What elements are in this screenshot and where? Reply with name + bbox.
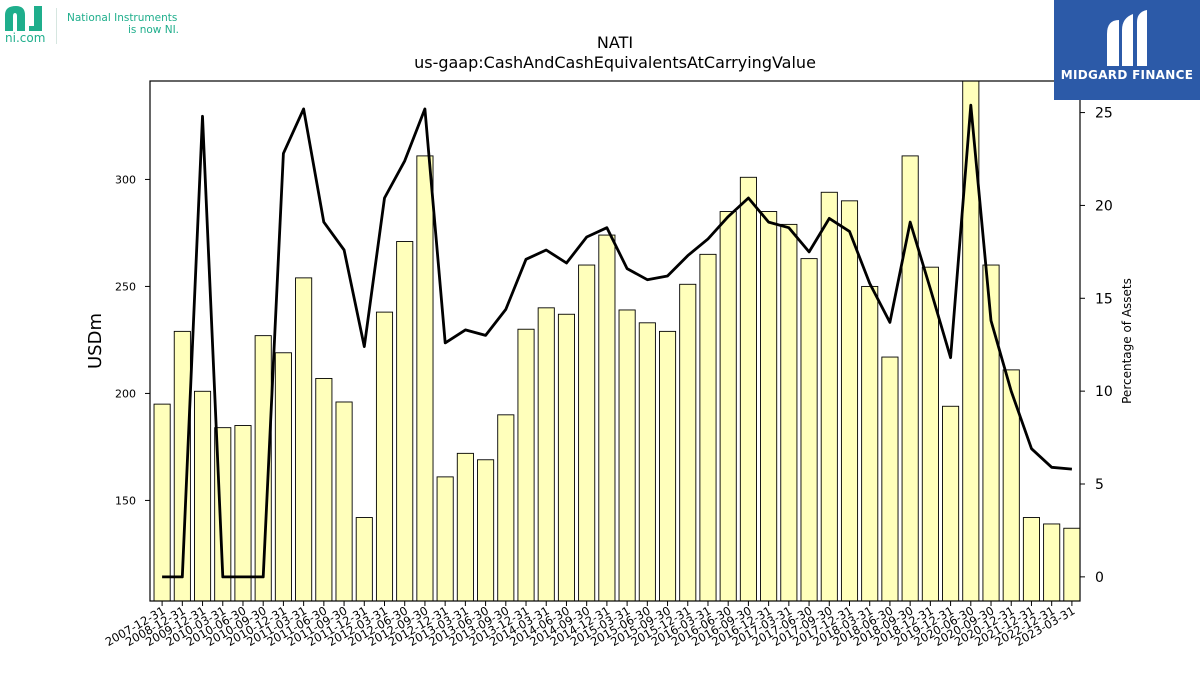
y2-tick-label: 0 xyxy=(1095,570,1104,586)
bar xyxy=(456,452,474,602)
y2-tick-label: 25 xyxy=(1095,106,1113,122)
y2-tick-label: 20 xyxy=(1095,198,1113,214)
y2-tick-label: 15 xyxy=(1095,291,1113,307)
bar xyxy=(881,356,899,602)
y2-tick-label: 10 xyxy=(1095,384,1113,400)
y-axis-label: USDm xyxy=(85,313,106,369)
bar xyxy=(578,264,596,602)
bar xyxy=(598,234,616,602)
bar xyxy=(699,253,717,602)
bar xyxy=(618,309,636,602)
bar xyxy=(355,517,373,602)
bar xyxy=(557,313,575,602)
chart-title: NATI xyxy=(597,33,633,52)
bar xyxy=(800,258,818,602)
right-axis-ticks: 0 5 10 15 20 25 xyxy=(1080,106,1113,586)
bar xyxy=(921,266,939,602)
bar xyxy=(679,283,697,602)
bar xyxy=(780,223,798,602)
midgard-logo-icon xyxy=(1107,10,1147,66)
y2-axis-label: Percentage of Assets xyxy=(1120,278,1134,404)
bar xyxy=(335,401,353,602)
plot-frame xyxy=(149,80,1081,602)
bar xyxy=(739,176,757,602)
bar xyxy=(861,285,879,602)
ni-tagline-line1: National Instruments xyxy=(67,12,178,24)
y-tick-label: 200 xyxy=(115,387,136,400)
line-series-path xyxy=(162,103,1073,579)
bar xyxy=(375,311,394,602)
line-series xyxy=(162,103,1073,579)
bar xyxy=(719,211,737,602)
midgard-finance-logo: MIDGARD FINANCE xyxy=(1054,0,1200,100)
bar xyxy=(638,322,656,602)
y-tick-label: 250 xyxy=(115,280,136,293)
bar xyxy=(396,241,414,602)
ni-logo-icon xyxy=(5,6,42,31)
ni-tagline-line2: is now NI. xyxy=(128,24,180,36)
bar xyxy=(153,403,171,602)
bar xyxy=(820,191,838,602)
bar xyxy=(1043,523,1061,602)
bar xyxy=(1063,527,1081,602)
bar-series xyxy=(153,80,1081,602)
y-tick-label: 150 xyxy=(115,494,136,507)
bar xyxy=(416,155,434,602)
y2-tick-label: 5 xyxy=(1095,477,1104,493)
bar xyxy=(659,330,677,602)
bar xyxy=(497,414,515,602)
x-axis-ticks: 2007-12-312008-12-312009-12-312010-03-31… xyxy=(103,601,1077,649)
bar xyxy=(315,377,333,602)
ni-logo: ni.com National Instruments is now NI. xyxy=(4,4,194,48)
bar xyxy=(942,405,960,602)
bar xyxy=(840,200,859,602)
bar xyxy=(295,277,313,602)
bar xyxy=(477,459,495,602)
midgard-logo-text: MIDGARD FINANCE xyxy=(1060,68,1194,82)
left-axis-ticks: 150 200 250 300 xyxy=(115,173,150,507)
bar xyxy=(436,476,454,602)
y-tick-label: 300 xyxy=(115,173,136,186)
bar xyxy=(517,328,535,602)
bar xyxy=(234,425,252,602)
bar xyxy=(274,352,292,602)
bar xyxy=(537,307,555,602)
bar xyxy=(194,390,212,602)
ni-url: ni.com xyxy=(5,31,46,45)
bar xyxy=(760,211,778,602)
bar xyxy=(1022,517,1040,602)
chart-subtitle: us-gaap:CashAndCashEquivalentsAtCarrying… xyxy=(414,53,816,72)
ni-divider xyxy=(56,8,57,44)
